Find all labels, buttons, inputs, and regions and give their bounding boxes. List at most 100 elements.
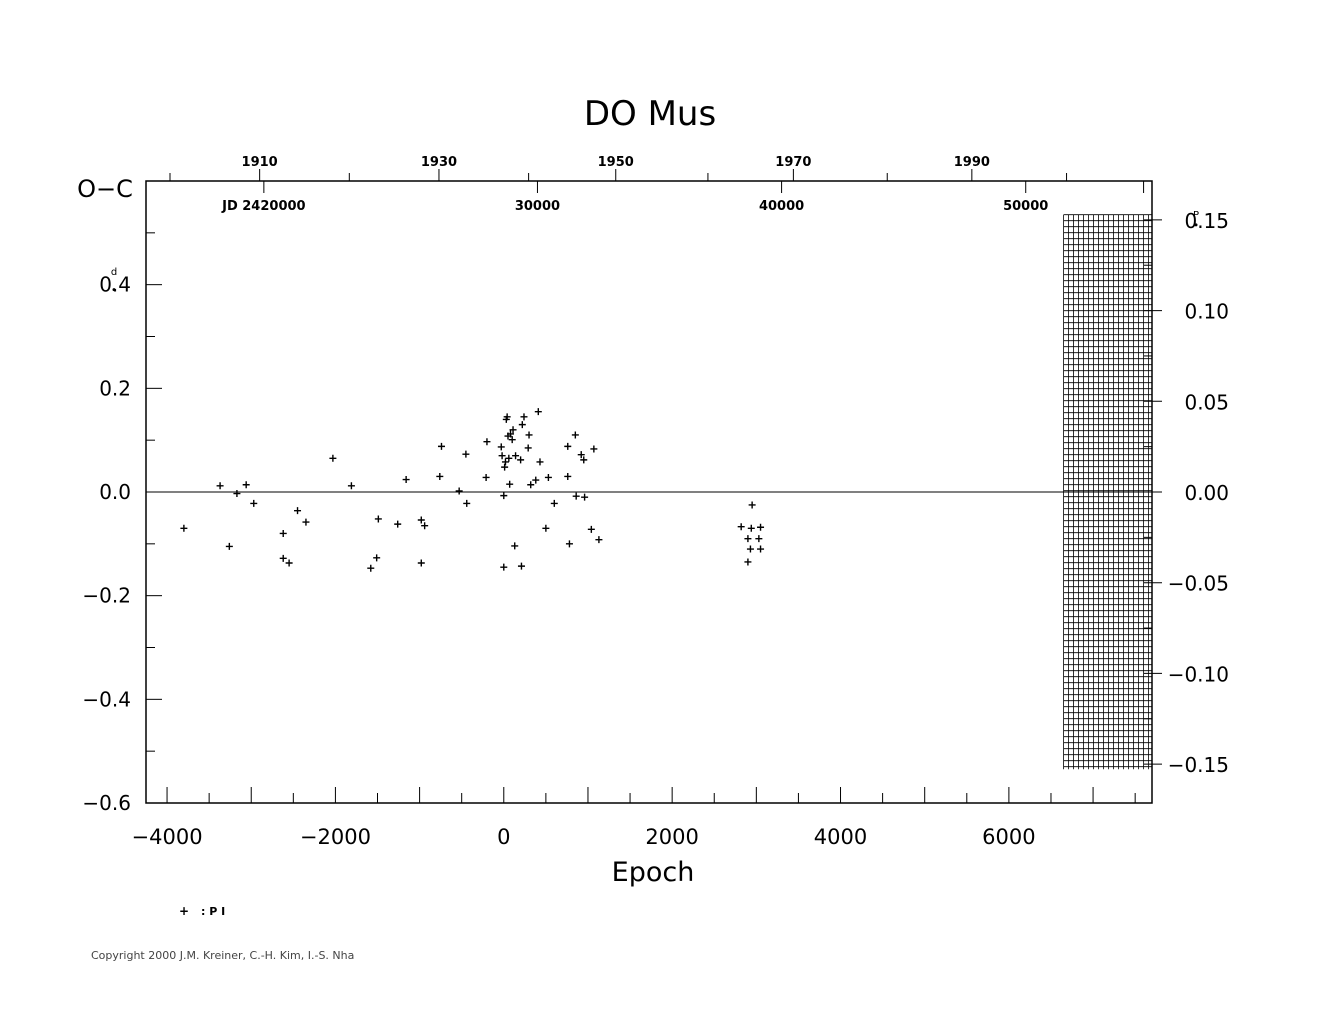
data-point (508, 436, 516, 444)
data-point (532, 476, 540, 484)
year-tick-label: 1910 (242, 155, 278, 170)
year-tick-label: 1970 (775, 155, 811, 170)
data-point (542, 524, 550, 532)
data-point (242, 481, 250, 489)
data-point (595, 536, 603, 544)
data-point (581, 493, 589, 501)
y-axis-unit: d (111, 267, 117, 278)
jd-tick-label: JD 2420000 (221, 199, 305, 214)
data-point (294, 507, 302, 515)
data-point (500, 563, 508, 571)
x-tick-label: −4000 (132, 825, 203, 849)
data-point (520, 413, 528, 421)
data-point (590, 445, 598, 453)
data-point (402, 476, 410, 484)
data-point (518, 421, 526, 429)
jd-tick-label: 50000 (1003, 199, 1048, 214)
right-tick-label: −0.10 (1168, 662, 1229, 686)
data-point (501, 458, 509, 466)
data-point (285, 559, 293, 567)
right-tick-label: 0.10 (1184, 300, 1229, 324)
data-point (373, 554, 381, 562)
data-point (527, 481, 535, 489)
data-point (572, 492, 580, 500)
right-unit-dot (1194, 223, 1198, 227)
legend: + : P I (179, 904, 225, 918)
year-tick-label: 1950 (598, 155, 634, 170)
jd-tick-label: 30000 (515, 199, 560, 214)
data-point (525, 431, 533, 439)
data-point (216, 482, 224, 490)
year-tick-label: 1990 (954, 155, 990, 170)
data-point (517, 562, 525, 570)
data-point (225, 542, 233, 550)
data-point (501, 463, 509, 471)
y-axis-label: O−C (77, 175, 133, 203)
data-point (550, 499, 558, 507)
data-point (500, 492, 508, 500)
data-point (483, 438, 491, 446)
right-tick-label: 0.15 (1184, 209, 1229, 233)
y-tick-label: 0.0 (99, 480, 131, 504)
data-point (577, 451, 585, 459)
data-point (507, 430, 515, 438)
x-tick-label: 0 (497, 825, 510, 849)
data-point (571, 431, 579, 439)
data-point (517, 456, 525, 464)
data-point (394, 520, 402, 528)
data-point (744, 558, 752, 566)
data-point (536, 458, 544, 466)
legend-symbol: + (179, 904, 189, 918)
right-tick-label: −0.15 (1168, 753, 1229, 777)
x-tick-label: −2000 (300, 825, 371, 849)
data-point (463, 499, 471, 507)
data-point (367, 564, 375, 572)
data-point (580, 456, 588, 464)
data-point (498, 452, 506, 460)
data-point (417, 559, 425, 567)
right-tick-label: −0.05 (1168, 572, 1229, 596)
right-tick-label: 0.05 (1184, 390, 1229, 414)
data-point (757, 545, 765, 553)
data-point (417, 516, 425, 524)
data-point (279, 554, 287, 562)
data-point (747, 524, 755, 532)
data-point (509, 426, 517, 434)
chart-title: DO Mus (584, 94, 716, 134)
data-point (455, 487, 463, 495)
y-tick-label: −0.2 (82, 584, 131, 608)
data-point (279, 529, 287, 537)
data-point (437, 442, 445, 450)
x-tick-label: 4000 (814, 825, 867, 849)
data-point (462, 450, 470, 458)
data-point (436, 472, 444, 480)
data-point (565, 540, 573, 548)
data-point (482, 473, 490, 481)
data-point (757, 523, 765, 531)
data-point (511, 542, 519, 550)
data-point (233, 490, 241, 498)
x-axis-label: Epoch (612, 857, 695, 888)
y-tick-label: 0.4 (99, 273, 131, 297)
y-tick-label: −0.4 (82, 687, 131, 711)
data-point (755, 535, 763, 543)
data-point (737, 523, 745, 531)
year-tick-label: 1930 (421, 155, 457, 170)
data-point (534, 408, 542, 416)
data-point (302, 518, 310, 526)
data-point (744, 535, 752, 543)
data-point (564, 472, 572, 480)
data-point (564, 442, 572, 450)
x-tick-label: 2000 (645, 825, 698, 849)
data-point (506, 480, 514, 488)
y-tick-label: −0.6 (82, 791, 131, 815)
data-point (544, 473, 552, 481)
legend-label: : P I (201, 905, 225, 918)
x-tick-label: 6000 (982, 825, 1035, 849)
data-point (497, 443, 505, 451)
data-point (347, 482, 355, 490)
data-point (746, 545, 754, 553)
data-point (587, 525, 595, 533)
data-point (503, 413, 511, 421)
